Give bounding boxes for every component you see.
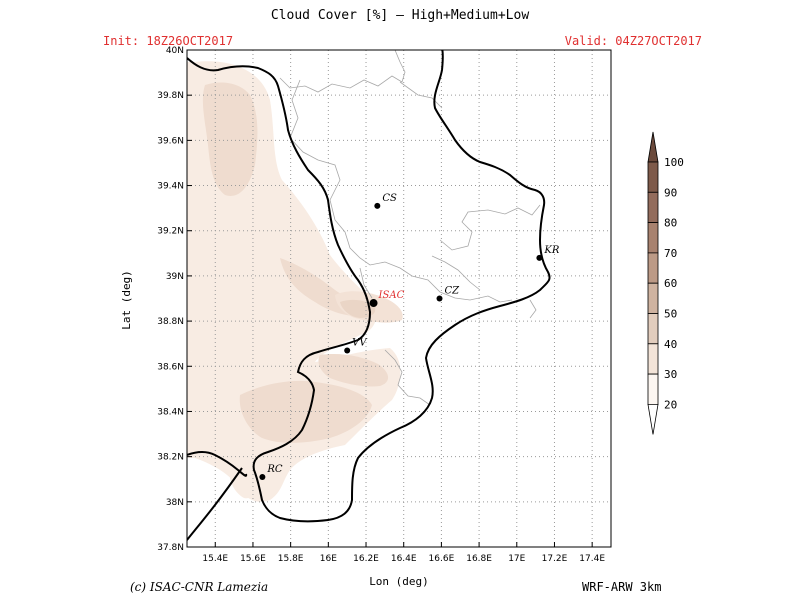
x-tick-label: 16.2E <box>353 554 379 564</box>
cloud-area <box>239 380 372 443</box>
colorbar-label: 20 <box>664 398 677 411</box>
x-axis-label: Lon (deg) <box>369 575 429 588</box>
x-tick-label: 16.4E <box>391 554 417 564</box>
model-label: WRF-ARW 3km <box>582 580 662 594</box>
city-dot <box>374 202 381 209</box>
chart-title: Cloud Cover [%] — High+Medium+Low <box>270 8 530 23</box>
colorbar-label: 60 <box>664 277 677 290</box>
y-tick-label: 37.8N <box>157 543 184 553</box>
x-tick-label: 16.6E <box>429 554 455 564</box>
y-tick-label: 38.6N <box>157 362 184 372</box>
x-tick-label: 17E <box>508 554 525 564</box>
x-tick-label: 15.4E <box>202 554 228 564</box>
y-axis-label: Lat (deg) <box>120 270 133 330</box>
colorbar-label: 30 <box>664 368 677 381</box>
x-tick-label: 17.4E <box>579 554 605 564</box>
credit-label: (c) ISAC-CNR Lamezia <box>130 580 269 594</box>
x-tick-label: 15.6E <box>240 554 266 564</box>
colorbar-bottom-triangle <box>647 403 659 435</box>
y-tick-label: 39N <box>166 272 184 282</box>
colorbar-label: 40 <box>664 338 677 351</box>
x-tick-label: 16E <box>320 554 337 564</box>
cloud-cover-shading <box>187 61 403 502</box>
city-dot <box>259 473 266 480</box>
y-tick-label: 39.2N <box>157 227 184 237</box>
city-label: CZ <box>445 286 461 297</box>
x-tick-label: 16.8E <box>466 554 492 564</box>
cloud-area <box>340 299 376 318</box>
y-tick-label: 39.4N <box>157 182 184 192</box>
colorbar-segment <box>647 282 659 314</box>
colorbar-segment <box>647 252 659 284</box>
colorbar-label: 50 <box>664 308 677 321</box>
colorbar-segment <box>647 191 659 224</box>
colorbar: 100 90 80 70 60 50 40 30 20 <box>647 131 684 435</box>
y-tick-label: 38.4N <box>157 407 184 417</box>
colorbar-label: 90 <box>664 186 677 199</box>
axis-ticks: 15.4E 15.6E 15.8E 16E 16.2E 16.4E 16.6E 16.8E 17… <box>157 46 605 564</box>
city-label: CS <box>382 193 397 204</box>
colorbar-label: 80 <box>664 217 677 230</box>
city-label: VV <box>352 337 368 348</box>
colorbar-segment <box>647 373 659 405</box>
colorbar-label: 70 <box>664 247 677 260</box>
region-boundaries <box>279 50 541 406</box>
cloud-area <box>187 105 245 390</box>
valid-time-label: Valid: 04Z27OCT2017 <box>564 34 702 48</box>
city-dot <box>344 347 351 354</box>
city-markers: CS KR ISAC CZ VV RC <box>259 193 560 480</box>
x-tick-label: 15.8E <box>278 554 304 564</box>
y-tick-label: 39.8N <box>157 91 184 101</box>
y-tick-label: 40N <box>166 46 184 56</box>
cloud-area <box>202 82 258 196</box>
colorbar-segment <box>647 343 659 375</box>
init-time-label: Init: 18Z26OCT2017 <box>103 34 234 48</box>
colorbar-segment <box>647 313 659 345</box>
city-label: KR <box>543 245 559 256</box>
city-dot <box>369 299 378 308</box>
y-tick-label: 38.2N <box>157 453 184 463</box>
city-label: ISAC <box>378 290 405 301</box>
y-tick-label: 39.6N <box>157 136 184 146</box>
y-tick-label: 38.8N <box>157 317 184 327</box>
colorbar-label: 100 <box>664 156 684 169</box>
city-dot <box>536 254 543 261</box>
coastline <box>187 50 551 541</box>
cloud-area <box>318 354 389 387</box>
city-dot <box>436 295 443 302</box>
y-tick-label: 38N <box>166 498 184 508</box>
plot-frame <box>186 49 612 548</box>
colorbar-segment <box>647 161 659 193</box>
colorbar-top-triangle <box>647 131 659 163</box>
x-tick-label: 17.2E <box>542 554 568 564</box>
colorbar-segment <box>647 222 659 254</box>
city-label: RC <box>266 464 283 475</box>
